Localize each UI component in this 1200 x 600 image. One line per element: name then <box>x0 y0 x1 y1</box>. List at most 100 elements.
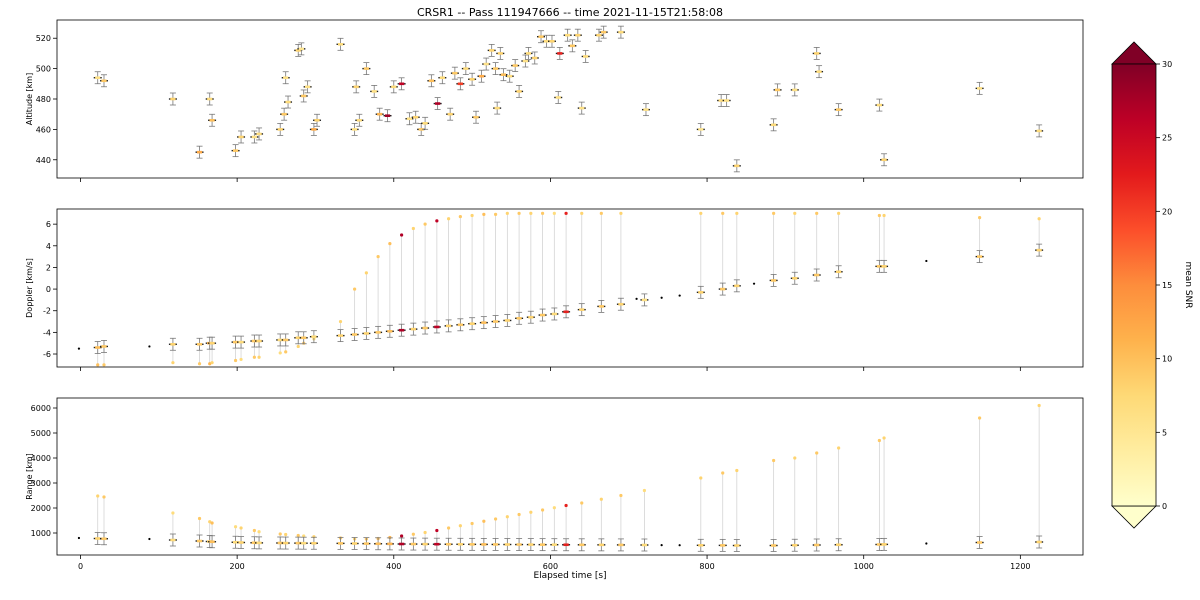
echo-point <box>208 520 212 524</box>
data-point <box>384 114 391 118</box>
colorbar-max-extension <box>1111 41 1157 65</box>
echo-point <box>599 211 603 215</box>
data-point <box>277 541 283 545</box>
echo-point <box>252 528 256 533</box>
echo-point <box>699 476 703 480</box>
echo-point <box>517 211 521 215</box>
data-point <box>528 315 534 319</box>
data-point <box>698 128 704 131</box>
data-point <box>516 543 522 546</box>
panel-frame <box>56 208 1084 368</box>
echo-point <box>482 212 486 217</box>
y-tick-label: 0 <box>46 285 51 294</box>
data-point <box>238 541 244 544</box>
echo-point <box>96 494 100 498</box>
data-point <box>283 338 289 342</box>
data-point <box>618 30 624 34</box>
x-tick-label: 800 <box>699 562 714 571</box>
echo-point <box>239 526 243 530</box>
echo-point <box>257 530 261 534</box>
data-point <box>101 345 107 348</box>
y-tick-label: 4000 <box>31 454 51 463</box>
echo-point <box>493 517 498 521</box>
data-point <box>814 52 820 55</box>
echo-point <box>642 488 647 493</box>
data-point <box>660 296 663 299</box>
echo-point <box>580 501 584 505</box>
data-point <box>422 542 428 546</box>
data-point <box>251 135 257 139</box>
echo-point <box>721 471 725 475</box>
data-point <box>481 321 487 324</box>
echo-point <box>815 451 819 455</box>
data-point <box>876 103 882 107</box>
data-point <box>352 542 358 545</box>
data-point <box>516 90 522 93</box>
data-point <box>148 345 151 348</box>
y-tick-label: 460 <box>36 125 51 134</box>
data-point <box>170 538 176 542</box>
x-tick-label: 0 <box>78 562 83 571</box>
data-point <box>469 543 475 546</box>
data-point <box>635 297 638 300</box>
data-point <box>539 543 546 546</box>
data-point <box>101 79 107 83</box>
y-axis-label: Doppler [km/s] <box>25 258 34 318</box>
y-axis-label: Altitude [km] <box>25 73 34 125</box>
echo-point <box>296 344 300 349</box>
data-point <box>256 339 262 343</box>
data-point <box>457 323 463 327</box>
echo-point <box>470 213 474 218</box>
y-tick-label: -6 <box>43 350 51 359</box>
echo-point <box>458 524 462 528</box>
data-point <box>678 294 681 297</box>
data-point <box>977 541 983 544</box>
x-tick-label: 600 <box>543 562 558 571</box>
data-point <box>774 88 781 92</box>
data-point <box>452 71 458 75</box>
data-point <box>422 326 428 330</box>
data-point <box>538 35 544 39</box>
data-point <box>77 536 81 540</box>
data-point <box>1036 248 1042 252</box>
data-point <box>101 537 107 541</box>
data-point <box>473 115 479 119</box>
echo-point <box>447 217 451 221</box>
echo-point <box>96 363 100 367</box>
colorbar-tick-label: 25 <box>1162 134 1172 143</box>
colorbar-label: mean SNR <box>1183 261 1193 308</box>
data-point <box>457 543 463 546</box>
echo-point <box>529 211 533 215</box>
data-point <box>410 542 416 546</box>
data-point <box>569 44 575 48</box>
data-point <box>618 302 624 306</box>
data-point <box>483 62 489 66</box>
data-point <box>504 319 510 322</box>
y-tick-label: 6 <box>46 220 51 229</box>
data-point <box>281 112 287 116</box>
data-point <box>724 99 730 102</box>
echo-point <box>877 213 881 218</box>
x-axis-label: Elapsed time [s] <box>533 571 606 581</box>
data-point <box>353 85 359 89</box>
colorbar: 0 5 10 15 20 25 30 <box>1111 41 1172 529</box>
y-tick-label: 2000 <box>31 504 51 513</box>
echo-point <box>284 350 288 354</box>
data-point <box>209 118 215 122</box>
data-point <box>410 327 416 331</box>
data-point <box>977 255 983 258</box>
data-point <box>563 310 569 314</box>
data-point <box>598 543 604 547</box>
data-point <box>196 150 203 154</box>
data-point <box>148 537 151 541</box>
data-point <box>371 90 377 93</box>
y-tick-label: 500 <box>36 65 51 74</box>
echo-point <box>197 362 202 366</box>
data-point <box>305 85 311 89</box>
data-point <box>232 149 239 152</box>
data-point <box>489 49 495 52</box>
data-point <box>734 544 740 547</box>
y-tick-label: -2 <box>43 307 51 316</box>
colorbar-tick-label: 5 <box>1162 428 1167 437</box>
echo-point <box>1037 217 1041 221</box>
